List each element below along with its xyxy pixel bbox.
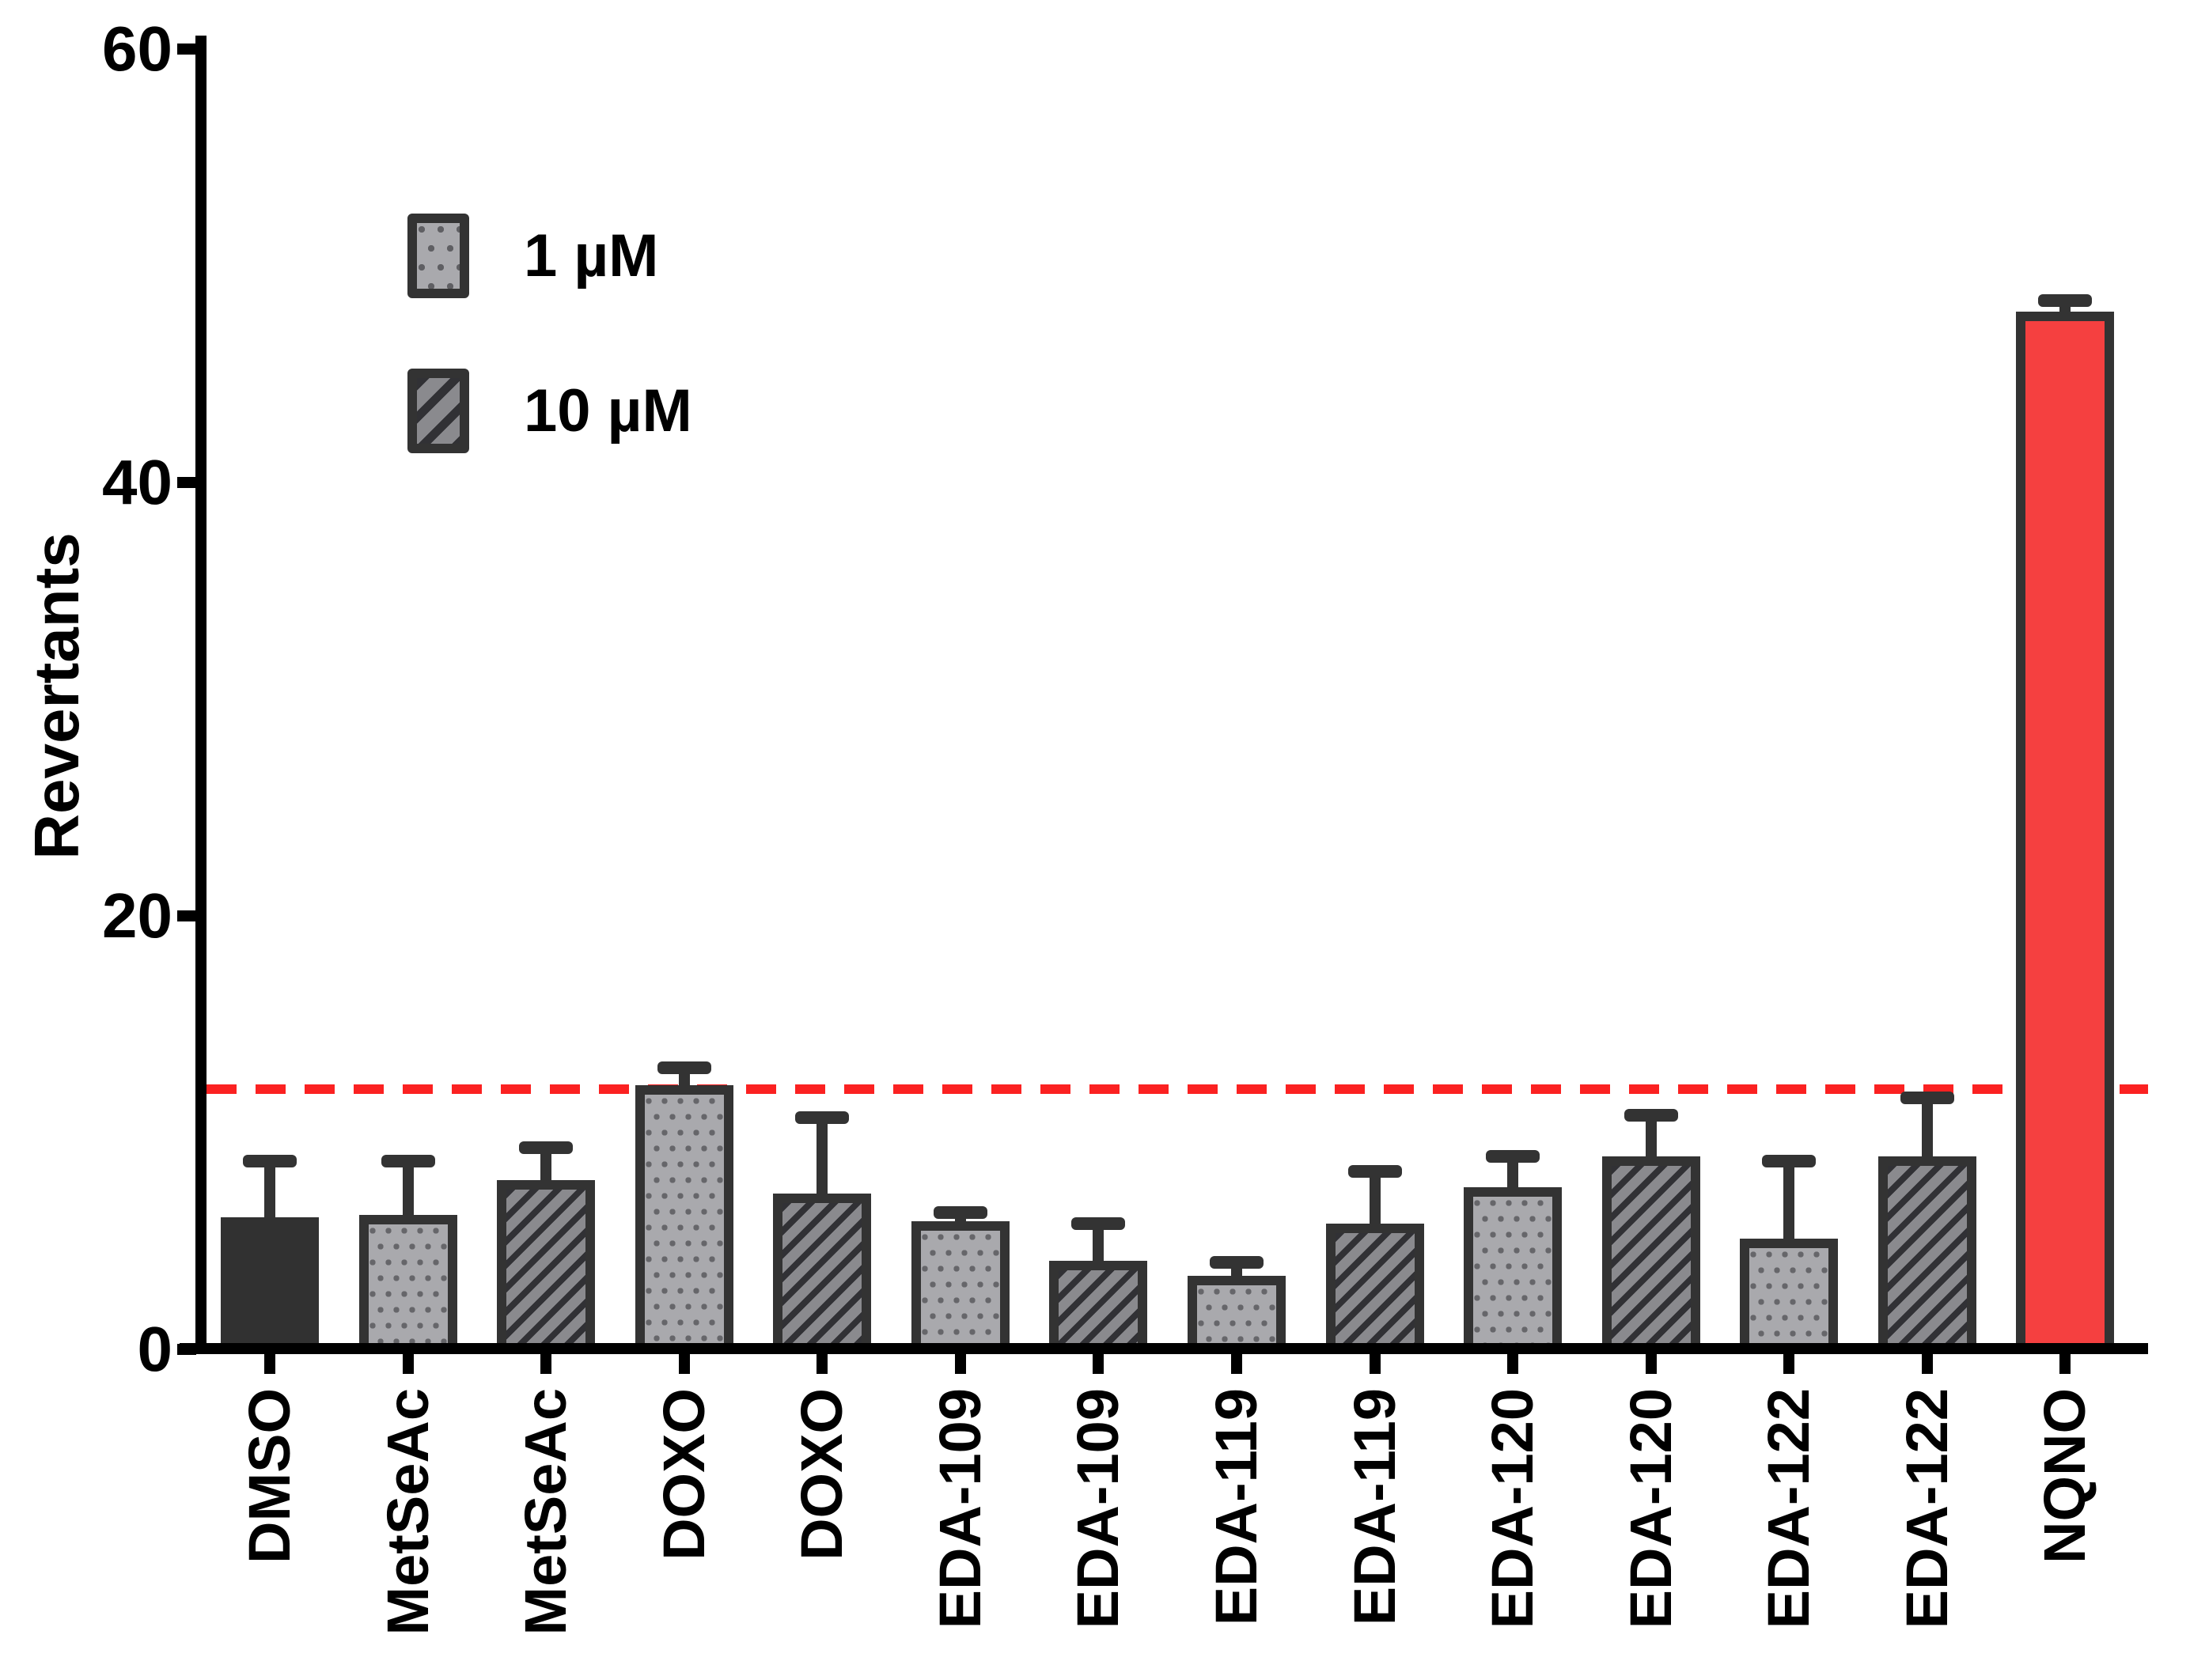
legend-swatch-dots — [407, 214, 469, 298]
error-bar-cap-DOXO — [657, 1061, 711, 1074]
x-axis-label-DMSO: DMSO — [237, 1388, 302, 1564]
bar-EDA-122-hatch — [1877, 1156, 1976, 1343]
error-bar-stem-EDA-120 — [1507, 1156, 1519, 1190]
error-bar-stem-EDA-122 — [1783, 1160, 1795, 1243]
x-tick-EDA-119 — [1369, 1354, 1381, 1374]
y-tick-label-60: 60 — [102, 13, 172, 84]
x-axis-label-EDA-119: EDA-119 — [1203, 1388, 1269, 1626]
x-axis-label-EDA-120: EDA-120 — [1617, 1388, 1684, 1629]
x-tick-EDA-109 — [1093, 1354, 1104, 1374]
error-bar-stem-MetSeAc — [540, 1148, 552, 1184]
y-tick-60 — [177, 44, 196, 55]
bar-NQNO-solid-red — [2016, 311, 2115, 1343]
bar-DOXO-hatch — [773, 1193, 872, 1343]
x-tick-DOXO — [678, 1354, 690, 1374]
bar-MetSeAc-hatch — [497, 1180, 596, 1343]
x-axis-label-EDA-120: EDA-120 — [1480, 1388, 1546, 1629]
error-bar-stem-EDA-119 — [1369, 1171, 1381, 1228]
bar-EDA-122-dots — [1740, 1239, 1839, 1343]
error-bar-cap-EDA-119 — [1209, 1256, 1264, 1269]
error-bar-cap-EDA-109 — [933, 1206, 987, 1220]
x-axis-label-MetSeAc: MetSeAc — [513, 1388, 579, 1636]
bar-EDA-120-hatch — [1601, 1156, 1700, 1343]
legend-swatch-hatch — [407, 369, 469, 453]
x-tick-EDA-122 — [1921, 1354, 1933, 1374]
x-axis-label-DOXO: DOXO — [650, 1388, 717, 1561]
x-axis-label-EDA-122: EDA-122 — [1756, 1388, 1822, 1629]
error-bar-cap-DOXO — [795, 1111, 850, 1124]
y-tick-label-20: 20 — [102, 880, 172, 951]
legend-label-1uM: 1 µM — [524, 222, 659, 289]
bar-DMSO-solid-dark — [221, 1216, 319, 1343]
bar-MetSeAc-dots — [358, 1215, 457, 1343]
y-tick-0 — [177, 1344, 196, 1355]
x-tick-EDA-120 — [1645, 1354, 1657, 1374]
error-bar-cap-EDA-109 — [1071, 1217, 1126, 1231]
y-tick-40 — [177, 477, 196, 488]
error-bar-cap-EDA-120 — [1624, 1109, 1678, 1122]
error-bar-cap-DMSO — [243, 1154, 297, 1167]
x-tick-EDA-119 — [1230, 1354, 1242, 1374]
error-bar-stem-EDA-120 — [1645, 1115, 1657, 1160]
bar-EDA-109-hatch — [1049, 1260, 1148, 1343]
x-tick-MetSeAc — [402, 1354, 414, 1374]
legend-label-10uM: 10 µM — [524, 377, 692, 445]
error-bar-cap-MetSeAc — [519, 1141, 574, 1155]
y-axis-title: Revertants — [21, 532, 92, 860]
y-tick-label-40: 40 — [102, 447, 172, 517]
x-axis-label-EDA-122: EDA-122 — [1893, 1388, 1960, 1629]
x-axis-label-DOXO: DOXO — [789, 1388, 855, 1561]
x-axis-label-NQNO: NQNO — [2032, 1388, 2098, 1564]
error-bar-cap-NQNO — [2038, 293, 2093, 307]
error-bar-cap-EDA-122 — [1762, 1154, 1817, 1167]
x-tick-MetSeAc — [540, 1354, 552, 1374]
error-bar-cap-MetSeAc — [381, 1154, 435, 1167]
x-tick-EDA-120 — [1507, 1354, 1519, 1374]
error-bar-stem-DMSO — [264, 1160, 275, 1220]
y-axis-spine — [195, 36, 206, 1354]
error-bar-cap-EDA-120 — [1486, 1150, 1540, 1164]
error-bar-stem-EDA-109 — [1093, 1224, 1104, 1264]
x-tick-NQNO — [2059, 1354, 2071, 1374]
x-tick-DOXO — [817, 1354, 828, 1374]
error-bar-stem-DOXO — [817, 1117, 828, 1197]
bar-DOXO-dots — [635, 1084, 733, 1343]
error-bar-stem-MetSeAc — [402, 1160, 414, 1219]
error-bar-cap-EDA-119 — [1347, 1165, 1402, 1179]
bar-EDA-119-hatch — [1325, 1224, 1424, 1343]
error-bar-stem-EDA-122 — [1921, 1098, 1933, 1160]
bar-EDA-119-dots — [1187, 1275, 1286, 1343]
x-tick-DMSO — [264, 1354, 275, 1374]
error-bar-cap-EDA-122 — [1900, 1092, 1954, 1105]
x-tick-EDA-122 — [1783, 1354, 1795, 1374]
x-axis-label-EDA-119: EDA-119 — [1341, 1388, 1408, 1626]
bar-EDA-109-dots — [911, 1221, 1010, 1343]
x-tick-EDA-109 — [954, 1354, 966, 1374]
x-axis-label-EDA-109: EDA-109 — [926, 1388, 993, 1629]
x-axis-label-EDA-109: EDA-109 — [1065, 1388, 1131, 1629]
x-axis-label-MetSeAc: MetSeAc — [374, 1388, 441, 1636]
y-tick-label-0: 0 — [137, 1314, 173, 1384]
y-tick-20 — [177, 910, 196, 921]
threshold-dashed-line — [206, 1084, 2148, 1095]
bar-EDA-120-dots — [1464, 1186, 1563, 1343]
x-axis-spine — [180, 1343, 2148, 1354]
